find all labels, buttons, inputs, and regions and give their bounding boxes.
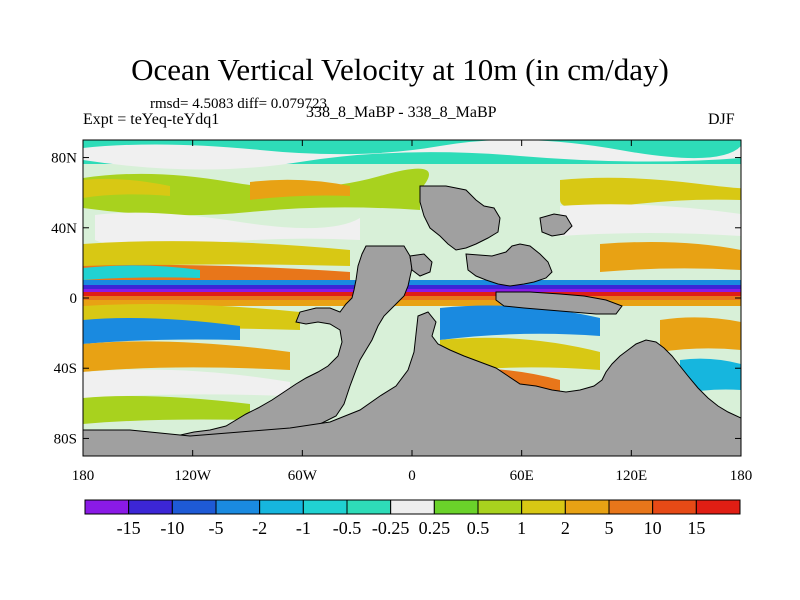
colorbar-label: -5 <box>209 518 224 538</box>
colorbar-label: -15 <box>117 518 141 538</box>
land-mass-southern <box>83 311 741 456</box>
south-neutral-zone <box>83 369 290 398</box>
land-masses <box>83 185 741 456</box>
map-plot-area <box>83 140 741 456</box>
north-tropic-east-band <box>600 242 741 272</box>
south-subtropic-band <box>83 341 290 372</box>
colorbar-label: 2 <box>561 518 570 538</box>
lon-tick-label: 180 <box>72 468 95 484</box>
colorbar-label: -2 <box>252 518 267 538</box>
colorbar-label: 5 <box>605 518 614 538</box>
longitude-axis: 180 120W 60W 0 60E 120E 180 <box>72 140 753 484</box>
colorbar-label: -0.25 <box>372 518 410 538</box>
north-tropic-band <box>83 241 350 268</box>
colorbar-swatch <box>608 499 654 515</box>
colorbar-label: 1 <box>517 518 526 538</box>
colorbar-swatch <box>521 499 566 515</box>
indian-ocean-blue <box>440 305 600 340</box>
north-pacific-patch <box>560 177 741 209</box>
colorbar-swatch <box>477 499 523 515</box>
southern-ocean-band <box>83 396 250 424</box>
lon-tick-label: 180 <box>730 468 753 484</box>
land-mass-equatorial-strip <box>495 291 623 315</box>
colorbar: -15 -10 -5 -2 -1 -0.5 -0.25 0.25 0.5 1 2 5 10 15 <box>84 499 741 538</box>
colorbar-swatch <box>215 499 261 515</box>
east-south-patch <box>660 317 741 352</box>
colorbar-swatch <box>433 499 479 515</box>
land-mass-isthmus <box>409 253 433 277</box>
colorbar-swatch <box>390 499 435 515</box>
land-mass-tropical-north <box>465 243 553 287</box>
colorbar-swatch <box>259 499 304 515</box>
lat-tick-label: 80S <box>54 431 77 447</box>
latitude-axis: 80N 40N 0 40S 80S <box>51 151 741 447</box>
colorbar-label: 15 <box>687 518 705 538</box>
land-mass-northern <box>419 185 501 251</box>
equatorial-band-blue-1 <box>83 280 741 285</box>
lon-tick-label: 0 <box>408 468 416 484</box>
colorbar-swatch <box>171 499 217 515</box>
chart-title: Ocean Vertical Velocity at 10m (in cm/da… <box>131 52 669 87</box>
colorbar-swatch <box>346 499 392 515</box>
colorbar-label: -1 <box>296 518 311 538</box>
lon-tick-label: 120W <box>174 468 212 484</box>
lat-tick-label: 80N <box>51 151 77 167</box>
colorbar-label: -0.5 <box>333 518 362 538</box>
lon-tick-label: 120E <box>615 468 647 484</box>
colorbar-swatch <box>695 499 741 515</box>
experiment-label: Expt = teYeq-teYdq1 <box>83 111 220 128</box>
north-pacific-neutral <box>560 204 741 236</box>
north-equatorial-cyan <box>83 265 200 280</box>
arctic-neutral-zone <box>83 140 741 170</box>
lat-tick-label: 0 <box>70 291 78 307</box>
north-patch-1 <box>83 178 170 198</box>
colorbar-swatch <box>564 499 610 515</box>
lat-tick-label: 40S <box>54 361 77 377</box>
case-label: 338_8_MaBP - 338_8_MaBP <box>306 104 497 121</box>
lat-tick-label: 40N <box>51 221 77 237</box>
season-label: DJF <box>708 111 735 128</box>
equatorial-band-amber <box>83 300 741 306</box>
colorbar-label: 0.5 <box>467 518 490 538</box>
colorbar-swatch <box>128 499 173 515</box>
equatorial-band-orange <box>83 296 741 300</box>
colorbar-label: 10 <box>644 518 662 538</box>
land-mass-small-island <box>539 213 573 237</box>
equatorial-band-purple <box>83 289 741 292</box>
north-subtropic-neutral <box>95 212 360 248</box>
colorbar-label: -10 <box>160 518 184 538</box>
lon-tick-label: 60W <box>288 468 318 484</box>
south-tropic-blue <box>83 318 240 344</box>
equatorial-band-dark-blue <box>83 285 741 289</box>
colorbar-swatch <box>84 499 130 515</box>
colorbar-label: 0.25 <box>419 518 451 538</box>
land-mass-south-america <box>163 245 413 455</box>
north-patch-2 <box>250 179 350 200</box>
stats-line: rmsd= 4.5083 diff= 0.079723 <box>150 96 328 112</box>
equatorial-band-red <box>83 292 741 296</box>
colorbar-swatch <box>652 499 697 515</box>
colorbar-swatch <box>302 499 348 515</box>
lon-tick-label: 60E <box>510 468 534 484</box>
